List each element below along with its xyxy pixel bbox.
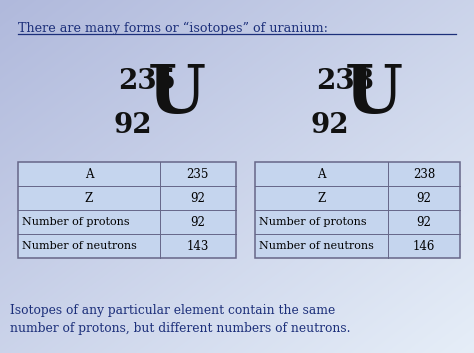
Text: Number of neutrons: Number of neutrons: [259, 241, 374, 251]
Text: 146: 146: [413, 239, 435, 252]
Text: U: U: [148, 62, 206, 127]
Text: 92: 92: [191, 215, 205, 228]
Text: 143: 143: [187, 239, 209, 252]
Text: Z: Z: [85, 191, 93, 204]
Text: 92: 92: [311, 112, 350, 139]
Text: Number of neutrons: Number of neutrons: [22, 241, 137, 251]
Text: U: U: [345, 62, 403, 127]
Text: A: A: [318, 168, 326, 180]
Text: 92: 92: [191, 191, 205, 204]
Bar: [18, 162, 236, 258]
Text: 238: 238: [413, 168, 435, 180]
Text: Number of protons: Number of protons: [259, 217, 366, 227]
Text: number of protons, but different numbers of neutrons.: number of protons, but different numbers…: [10, 322, 350, 335]
Text: 238: 238: [316, 68, 374, 95]
Text: There are many forms or “isotopes” of uranium:: There are many forms or “isotopes” of ur…: [18, 22, 328, 35]
Text: 92: 92: [114, 112, 153, 139]
Bar: [255, 162, 460, 258]
Text: 235: 235: [187, 168, 209, 180]
Text: 235: 235: [118, 68, 176, 95]
Text: 92: 92: [417, 191, 431, 204]
Text: 92: 92: [417, 215, 431, 228]
Bar: [18, 162, 236, 258]
Text: A: A: [84, 168, 93, 180]
Text: Z: Z: [318, 191, 326, 204]
Text: Number of protons: Number of protons: [22, 217, 129, 227]
Bar: [255, 162, 460, 258]
Text: Isotopes of any particular element contain the same: Isotopes of any particular element conta…: [10, 304, 335, 317]
